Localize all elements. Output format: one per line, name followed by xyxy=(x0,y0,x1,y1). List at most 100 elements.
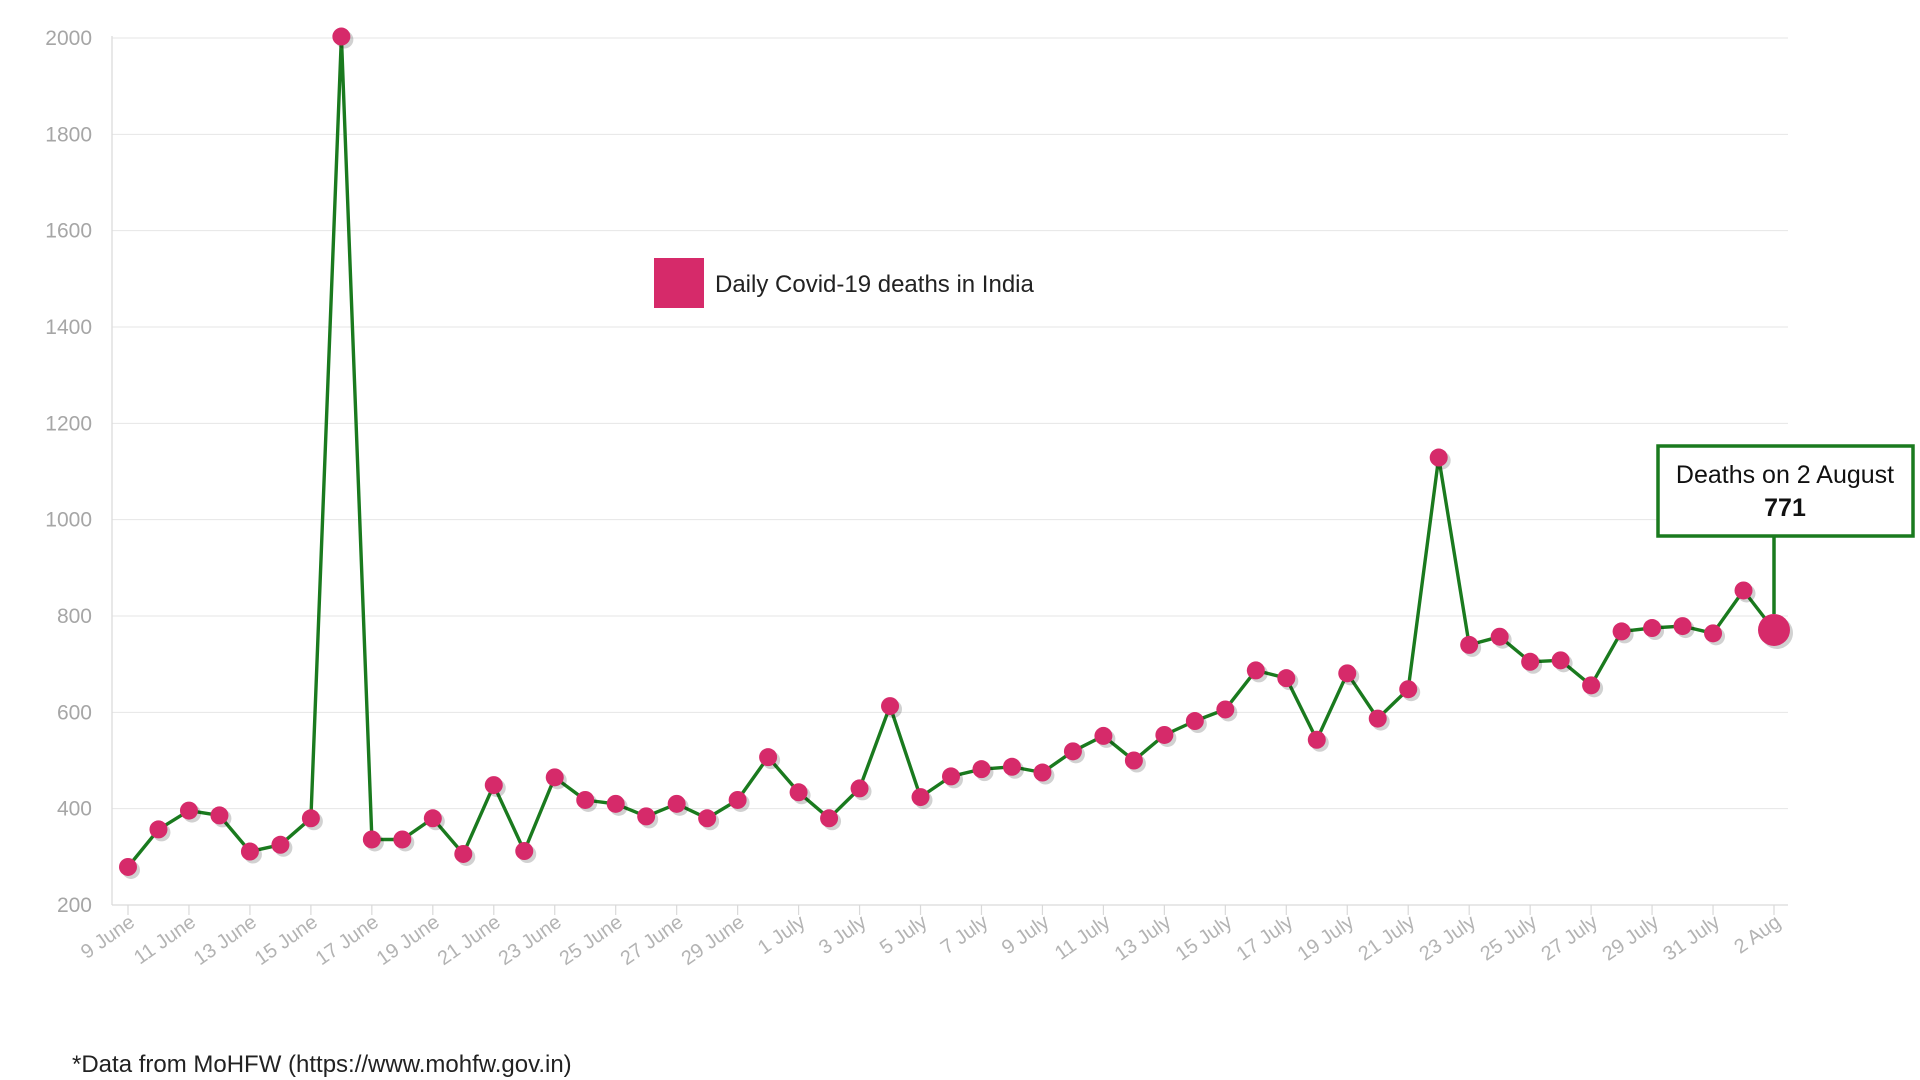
data-point xyxy=(1002,757,1021,776)
x-tick-label: 17 June xyxy=(312,911,383,970)
data-point xyxy=(1582,676,1601,695)
x-tick-label: 19 June xyxy=(373,911,444,970)
data-point xyxy=(1185,712,1204,731)
data-point xyxy=(1551,651,1570,670)
data-point xyxy=(179,801,198,820)
data-point xyxy=(1338,664,1357,683)
x-tick-label: 11 June xyxy=(130,911,200,969)
data-point xyxy=(1612,622,1631,641)
data-point xyxy=(423,809,442,828)
x-tick-label: 11 July xyxy=(1051,911,1114,965)
data-point xyxy=(881,697,900,716)
data-point xyxy=(789,783,808,802)
data-point-highlighted xyxy=(1758,613,1790,646)
series-line xyxy=(126,34,1776,868)
x-tick-label: 1 July xyxy=(754,911,809,959)
data-point xyxy=(606,794,625,813)
x-tick-label: 5 July xyxy=(876,911,931,959)
data-point xyxy=(1399,680,1418,699)
y-tick-label: 800 xyxy=(57,605,92,628)
y-tick-label: 1400 xyxy=(45,316,92,339)
x-tick-label: 27 June xyxy=(617,911,688,970)
y-tick-label: 1000 xyxy=(45,509,92,532)
data-point xyxy=(271,835,290,854)
data-point xyxy=(240,842,259,861)
data-point xyxy=(820,809,839,828)
y-tick-label: 1200 xyxy=(45,412,92,435)
x-tick-label: 9 July xyxy=(998,911,1053,959)
data-point xyxy=(119,857,137,876)
footnote: *Data from MoHFW (https://www.mohfw.gov.… xyxy=(72,1051,572,1078)
x-tick-label: 25 June xyxy=(556,911,627,970)
x-tick-label: 21 June xyxy=(434,911,505,970)
data-point xyxy=(698,809,717,828)
x-tick-label: 3 July xyxy=(815,911,870,959)
series-daily-deaths xyxy=(126,34,1776,868)
data-point xyxy=(1673,617,1692,636)
x-tick-label: 23 June xyxy=(495,911,566,970)
grid-lines xyxy=(112,37,1788,810)
x-tick-label: 21 July xyxy=(1355,911,1420,965)
x-tick-label: 13 July xyxy=(1111,911,1176,965)
data-point xyxy=(850,779,869,798)
data-point xyxy=(1643,619,1662,638)
x-tick-label: 27 July xyxy=(1537,911,1602,965)
data-point xyxy=(972,760,991,779)
callout-annotation: Deaths on 2 August 771 xyxy=(1656,444,1915,614)
legend: Daily Covid-19 deaths in India xyxy=(654,258,1034,308)
data-point xyxy=(759,748,778,767)
data-point xyxy=(1429,448,1448,467)
data-point xyxy=(1460,635,1479,654)
x-tick-label: 29 July xyxy=(1598,911,1663,965)
data-point xyxy=(1094,726,1113,745)
data-point xyxy=(1368,709,1387,728)
data-point xyxy=(1277,669,1296,688)
x-tick-label: 9 June xyxy=(77,911,139,963)
data-point xyxy=(332,27,351,46)
y-tick-label: 600 xyxy=(57,701,92,724)
callout-label: Deaths on 2 August xyxy=(1676,461,1894,489)
data-point xyxy=(149,820,168,839)
data-point xyxy=(362,830,381,849)
x-tick-label: 19 July xyxy=(1294,911,1359,965)
legend-swatch xyxy=(654,258,704,308)
x-tick-label: 17 July xyxy=(1233,911,1298,965)
x-tick-label: 13 June xyxy=(190,911,261,970)
data-point xyxy=(1063,742,1082,761)
data-point xyxy=(1734,581,1753,600)
x-tick-label: 25 July xyxy=(1476,911,1541,965)
legend-label: Daily Covid-19 deaths in India xyxy=(715,271,1034,298)
data-point xyxy=(210,806,229,825)
data-point xyxy=(1216,700,1235,719)
data-point xyxy=(515,842,534,861)
data-point xyxy=(454,844,473,863)
x-tick-label: 15 July xyxy=(1172,911,1237,965)
data-point xyxy=(1124,751,1143,770)
data-point xyxy=(301,809,320,828)
data-point xyxy=(545,768,564,787)
data-point xyxy=(667,794,686,813)
data-point xyxy=(728,790,747,809)
data-points xyxy=(119,27,1793,879)
data-point xyxy=(1033,763,1052,782)
data-point xyxy=(1155,725,1174,744)
data-point xyxy=(942,767,960,786)
y-tick-label: 400 xyxy=(57,798,92,821)
data-point xyxy=(1307,730,1326,749)
x-tick-label: 23 July xyxy=(1416,911,1481,965)
data-point xyxy=(637,807,656,826)
x-tick-label: 7 July xyxy=(937,911,992,959)
data-point xyxy=(911,788,930,807)
y-tick-label: 1800 xyxy=(45,123,92,146)
callout-box xyxy=(1656,444,1915,538)
data-point xyxy=(393,830,412,849)
y-tick-label: 1600 xyxy=(45,220,92,243)
data-point xyxy=(1246,661,1265,680)
x-tick-label: 2 Aug xyxy=(1730,911,1785,958)
y-axis: 200 400 600 800 1000 1200 1400 1600 1800 2000 xyxy=(45,27,113,917)
x-tick-label: 31 July xyxy=(1659,911,1724,965)
x-tick-label: 29 June xyxy=(678,911,749,970)
callout-value: 771 xyxy=(1764,494,1806,522)
